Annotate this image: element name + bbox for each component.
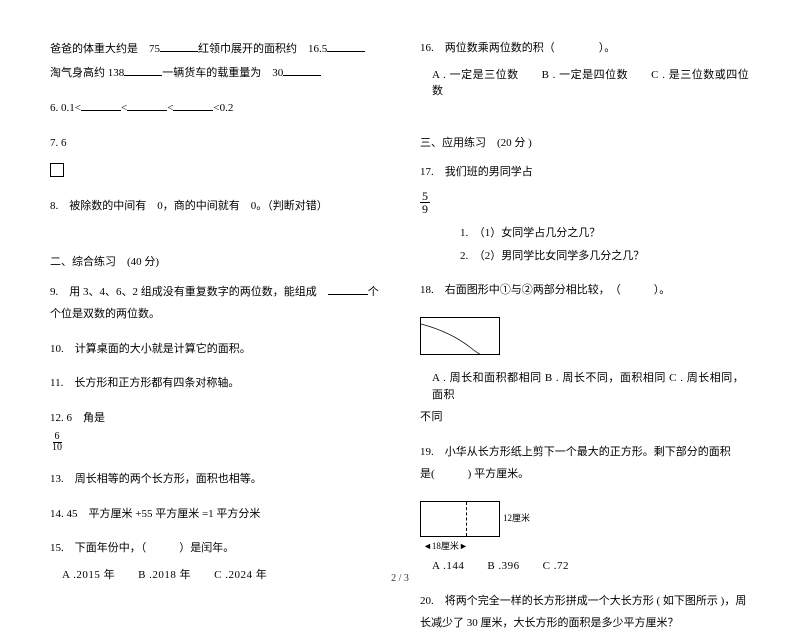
q11: 11. 长方形和正方形都有四条对称轴。 (50, 375, 380, 392)
q5b-post: 一辆货车的载重量为 30 (162, 67, 283, 79)
q9-line2: 个位是双数的两位数。 (50, 306, 380, 323)
left-column: 爸爸的体重大约是 75 红领巾展开的面积约 16.5 淘气身高约 138 一辆货车的… (50, 40, 380, 562)
q9a: 9. 用 3、4、6、2 组成没有重复数字的两位数，能组成 (50, 286, 317, 298)
fraction-icon: 6 10 (50, 432, 64, 453)
page-number: 2 / 3 (0, 573, 800, 584)
q10: 10. 计算桌面的大小就是计算它的面积。 (50, 341, 380, 358)
q17-fraction: 5 9 (420, 190, 750, 215)
q19a: 19. 小华从长方形纸上剪下一个最大的正方形。剩下部分的面积 (420, 444, 750, 461)
q16: 16. 两位数乘两位数的积（ ）。 (420, 40, 750, 57)
label-bottom: ◄18厘米► (423, 540, 468, 554)
section-3-title: 三、应用练习 (20 分 ) (420, 134, 750, 150)
fraction-den: 9 (420, 203, 430, 215)
q5b-pre: 淘气身高约 138 (50, 67, 124, 79)
q18: 18. 右面图形中①与②两部分相比较， （ ）。 (420, 282, 750, 299)
checkbox-icon (50, 163, 64, 177)
q5-line2: 淘气身高约 138 一辆货车的载重量为 30 (50, 64, 380, 82)
q14: 14. 45 平方厘米 +55 平方厘米 =1 平方分米 (50, 506, 380, 523)
q15: 15. 下面年份中，（ ）是闰年。 (50, 540, 380, 557)
q20b: 长减少了 30 厘米，大长方形的面积是多少平方厘米？ (420, 615, 750, 632)
q8: 8. 被除数的中间有 0，商的中间就有 0。（判断对错） (50, 198, 380, 215)
blank (160, 40, 198, 52)
page-container: 爸爸的体重大约是 75 红领巾展开的面积约 16.5 淘气身高约 138 一辆货车的… (0, 0, 800, 592)
right-column: 16. 两位数乘两位数的积（ ）。 A . 一定是三位数 B . 一定是四位数 … (420, 40, 750, 562)
q17: 17. 我们班的男同学占 (420, 164, 750, 181)
blank (124, 64, 162, 76)
q9b: 个 (368, 286, 379, 298)
q16-choices: A . 一定是三位数 B . 一定是四位数 C . 是三位数或四位数 (420, 67, 750, 100)
q5a-post: 红领巾展开的面积约 16.5 (198, 43, 327, 55)
blank (173, 99, 213, 111)
q20a: 20. 将两个完全一样的长方形拼成一个大长方形 ( 如下图所示 )，周 (420, 593, 750, 610)
q7-box-wrap (50, 161, 380, 180)
blank (327, 40, 365, 52)
fraction-icon: 5 9 (420, 190, 430, 215)
section-2-title: 二、综合练习 (40 分) (50, 253, 380, 269)
q6-end: <0.2 (213, 102, 233, 114)
q9-line1: 9. 用 3、4、6、2 组成没有重复数字的两位数，能组成 个 (50, 283, 380, 301)
q17-sub2: 2. （2）男同学比女同学多几分之几？ (420, 248, 750, 265)
blank (127, 99, 167, 111)
q6-text: 6. 0.1< (50, 102, 81, 114)
figure-rect: 12厘米 ◄18厘米► (420, 501, 500, 537)
label-right: 12厘米 (503, 512, 530, 526)
fraction-den: 10 (50, 443, 64, 453)
q13: 13. 周长相等的两个长方形，面积也相等。 (50, 471, 380, 488)
q19-figure: 12厘米 ◄18厘米► (420, 501, 750, 543)
label-bottom-text: 18厘米 (432, 541, 459, 551)
curve-svg (421, 318, 499, 354)
q7: 7. 6 (50, 135, 380, 152)
q12-fraction: 6 10 (50, 432, 380, 453)
q18-choices-a: A . 周长和面积都相同 B . 周长不同，面积相同 C . 周长相同，面积 (420, 370, 750, 403)
blank (283, 64, 321, 76)
q5a-pre: 爸爸的体重大约是 75 (50, 43, 160, 55)
dashed-line-icon (466, 502, 467, 536)
q18-choices-b: 不同 (420, 409, 750, 426)
q12: 12. 6 角是 (50, 410, 380, 427)
q18-figure (420, 317, 750, 361)
q19b: 是( ) 平方厘米。 (420, 466, 750, 483)
blank (328, 283, 368, 295)
blank (81, 99, 121, 111)
q17-sub1: 1. （1）女同学占几分之几？ (420, 225, 750, 242)
q5-line1: 爸爸的体重大约是 75 红领巾展开的面积约 16.5 (50, 40, 380, 58)
figure-curve (420, 317, 500, 355)
q6: 6. 0.1<<<<0.2 (50, 99, 380, 117)
